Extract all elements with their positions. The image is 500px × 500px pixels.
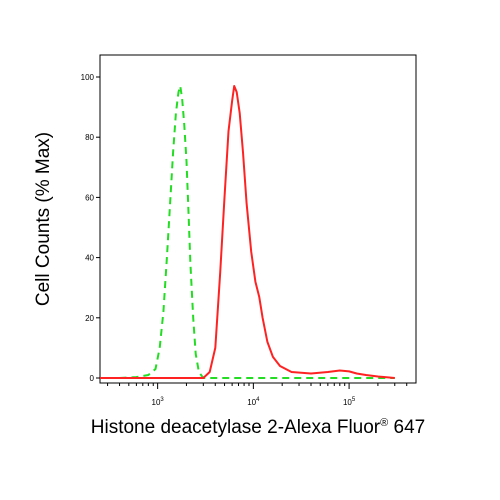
axis-ticks: 0 20 40 60 80 100 103 104 105 bbox=[81, 73, 408, 407]
x-axis-title-registered: ® bbox=[380, 417, 388, 429]
series-line-1 bbox=[119, 85, 395, 379]
x-axis-title: Histone deacetylase 2-Alexa Fluor® 647 bbox=[91, 417, 425, 438]
y-tick-label: 0 bbox=[90, 374, 95, 383]
series-layer bbox=[100, 85, 395, 379]
y-tick-label: 80 bbox=[85, 133, 94, 142]
y-tick-label: 20 bbox=[85, 314, 94, 323]
series-line-2 bbox=[100, 85, 395, 379]
x-tick-label: 103 bbox=[152, 397, 165, 407]
y-tick-label: 100 bbox=[81, 73, 95, 82]
x-axis-title-main: Histone deacetylase 2-Alexa Fluor bbox=[91, 417, 381, 438]
y-axis-title: Cell Counts (% Max) bbox=[33, 132, 54, 306]
x-axis-title-suffix: 647 bbox=[388, 417, 425, 438]
y-tick-label: 60 bbox=[85, 193, 94, 202]
x-tick-label: 104 bbox=[247, 397, 260, 407]
plot-frame bbox=[99, 54, 417, 384]
y-tick-label: 40 bbox=[85, 254, 94, 263]
x-tick-label: 105 bbox=[343, 397, 356, 407]
